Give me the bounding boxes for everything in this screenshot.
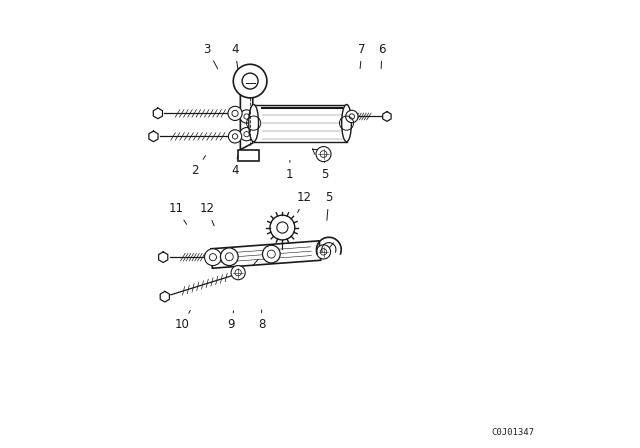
Text: 12: 12 [297,191,312,213]
Text: 4: 4 [231,43,239,69]
Text: 9: 9 [227,311,234,332]
Text: 5: 5 [321,161,328,181]
Text: C0J01347: C0J01347 [492,428,534,437]
Circle shape [231,266,245,280]
Text: 4: 4 [231,156,239,177]
Circle shape [262,245,280,263]
Text: 2: 2 [191,155,205,177]
Circle shape [205,249,221,266]
Text: 11: 11 [169,202,187,224]
Circle shape [346,110,358,123]
Polygon shape [241,92,253,150]
Text: 12: 12 [200,202,214,226]
Circle shape [270,215,295,240]
Polygon shape [238,150,259,161]
Text: 8: 8 [258,310,266,332]
Text: 10: 10 [175,310,190,332]
Text: 6: 6 [378,43,386,69]
Circle shape [234,64,267,98]
Circle shape [228,130,242,143]
Circle shape [240,110,253,123]
Circle shape [228,106,242,121]
Polygon shape [211,241,321,268]
Ellipse shape [342,104,351,142]
Circle shape [316,146,331,162]
Circle shape [220,248,238,266]
Circle shape [240,128,253,141]
Text: 7: 7 [358,43,366,69]
Ellipse shape [249,104,259,142]
Text: 5: 5 [325,191,333,220]
Text: 3: 3 [204,43,218,69]
Circle shape [316,245,331,259]
Text: 1: 1 [286,160,294,181]
